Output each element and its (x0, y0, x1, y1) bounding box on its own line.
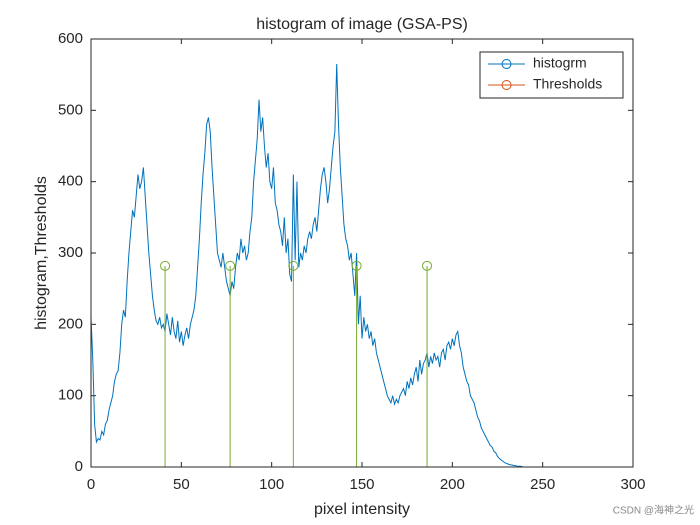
y-tick-label: 0 (75, 458, 83, 475)
chart-title: histogram of image (GSA-PS) (256, 16, 468, 33)
x-tick-label: 250 (530, 476, 555, 493)
stem-marker (160, 260, 171, 271)
legend-marker (501, 59, 512, 69)
y-tick-label: 600 (58, 30, 83, 47)
stem-marker (422, 260, 433, 271)
stem-marker (351, 260, 362, 271)
histogram-line (90, 63, 552, 468)
x-axis-label: pixel intensity (314, 501, 410, 518)
x-tick-label: 200 (440, 476, 465, 493)
legend-box (479, 51, 624, 99)
legend-label: Thresholds (533, 76, 602, 92)
y-tick-label: 200 (58, 315, 83, 332)
axes-box (90, 38, 634, 468)
y-tick-label: 500 (58, 101, 83, 118)
legend-marker (501, 80, 512, 90)
y-tick-label: 400 (58, 173, 83, 190)
y-axis-label: histogram,Thresholds (33, 176, 50, 330)
x-tick-label: 150 (349, 476, 374, 493)
y-tick-label: 300 (58, 244, 83, 261)
stem-marker (225, 260, 236, 271)
watermark: CSDN @海神之光 (613, 504, 694, 517)
x-tick-label: 300 (620, 476, 645, 493)
x-tick-label: 0 (87, 476, 95, 493)
x-tick-label: 50 (173, 476, 190, 493)
y-tick-label: 100 (58, 387, 83, 404)
legend-label: histogrm (533, 55, 587, 71)
x-tick-label: 100 (259, 476, 284, 493)
stem-marker (288, 260, 299, 271)
